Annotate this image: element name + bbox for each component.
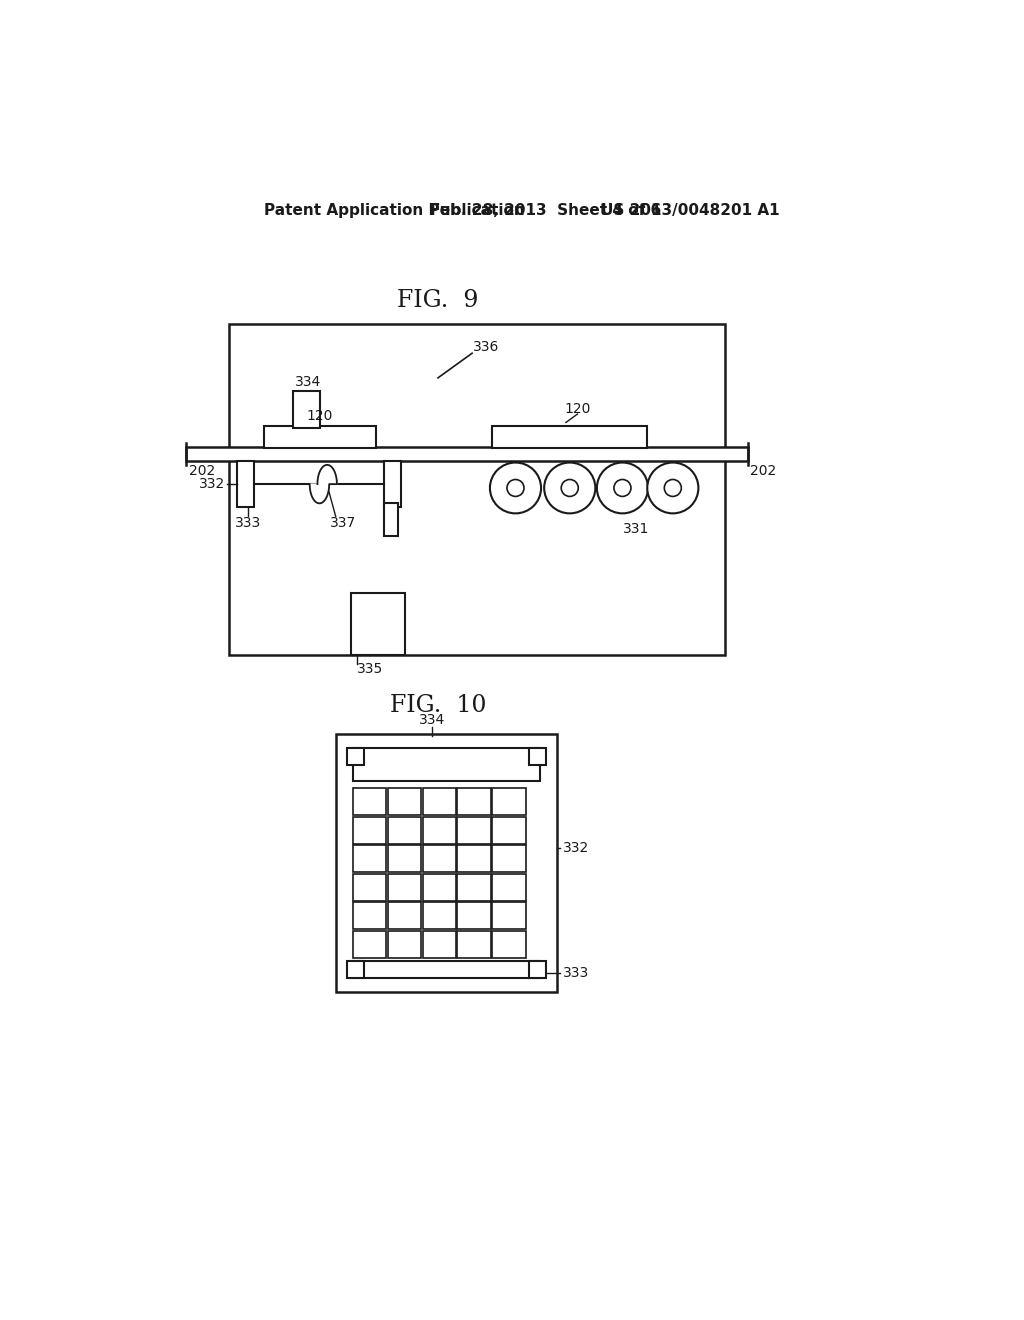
Bar bbox=[346, 748, 364, 766]
Bar bbox=[458, 874, 490, 900]
Bar bbox=[528, 961, 546, 978]
Text: 334: 334 bbox=[295, 375, 321, 388]
Text: 336: 336 bbox=[473, 341, 500, 354]
Bar bbox=[352, 845, 386, 873]
Text: 331: 331 bbox=[623, 521, 649, 536]
Bar bbox=[423, 903, 456, 929]
Circle shape bbox=[647, 462, 698, 513]
Bar bbox=[388, 874, 421, 900]
Bar bbox=[352, 874, 386, 900]
Bar bbox=[263, 426, 376, 447]
Text: 202: 202 bbox=[188, 465, 215, 478]
Circle shape bbox=[614, 479, 631, 496]
Text: 335: 335 bbox=[356, 661, 383, 676]
Bar bbox=[388, 845, 421, 873]
Bar bbox=[352, 903, 386, 929]
Bar bbox=[458, 845, 490, 873]
Bar bbox=[352, 817, 386, 843]
Text: 333: 333 bbox=[234, 516, 261, 529]
Bar bbox=[352, 748, 540, 780]
Bar bbox=[384, 461, 400, 507]
Bar bbox=[493, 788, 525, 816]
Bar bbox=[458, 903, 490, 929]
Bar bbox=[293, 391, 321, 428]
Bar bbox=[423, 874, 456, 900]
Bar bbox=[352, 961, 540, 978]
Bar bbox=[237, 461, 254, 507]
Text: FIG.  9: FIG. 9 bbox=[397, 289, 479, 313]
Bar bbox=[186, 447, 748, 461]
Text: 332: 332 bbox=[563, 841, 589, 854]
Bar bbox=[493, 426, 647, 447]
Bar bbox=[458, 817, 490, 843]
Text: 334: 334 bbox=[419, 714, 444, 727]
Text: 337: 337 bbox=[331, 516, 356, 529]
Bar bbox=[528, 748, 546, 766]
Bar bbox=[351, 594, 406, 655]
Bar bbox=[493, 931, 525, 958]
Text: Patent Application Publication: Patent Application Publication bbox=[263, 203, 524, 218]
Bar bbox=[346, 961, 364, 978]
Bar bbox=[384, 503, 397, 536]
Text: 120: 120 bbox=[306, 409, 333, 422]
Bar bbox=[423, 817, 456, 843]
Bar bbox=[423, 931, 456, 958]
Circle shape bbox=[489, 462, 541, 513]
Bar bbox=[388, 931, 421, 958]
Bar bbox=[423, 788, 456, 816]
Bar bbox=[423, 845, 456, 873]
Bar bbox=[493, 845, 525, 873]
Text: 120: 120 bbox=[564, 403, 591, 416]
Text: 332: 332 bbox=[199, 477, 225, 491]
Circle shape bbox=[544, 462, 595, 513]
Text: 202: 202 bbox=[751, 465, 776, 478]
Bar bbox=[352, 931, 386, 958]
Circle shape bbox=[597, 462, 648, 513]
Bar bbox=[493, 817, 525, 843]
Bar bbox=[493, 874, 525, 900]
Bar bbox=[336, 734, 557, 993]
Text: US 2013/0048201 A1: US 2013/0048201 A1 bbox=[601, 203, 779, 218]
Circle shape bbox=[561, 479, 579, 496]
Text: 333: 333 bbox=[563, 966, 589, 979]
Bar bbox=[458, 931, 490, 958]
Bar bbox=[388, 903, 421, 929]
Bar bbox=[352, 788, 386, 816]
Bar bbox=[493, 903, 525, 929]
Bar bbox=[228, 323, 725, 655]
Bar bbox=[388, 817, 421, 843]
Circle shape bbox=[507, 479, 524, 496]
Polygon shape bbox=[309, 465, 337, 503]
Text: Feb. 28, 2013  Sheet 4 of 6: Feb. 28, 2013 Sheet 4 of 6 bbox=[430, 203, 662, 218]
Circle shape bbox=[665, 479, 681, 496]
Bar bbox=[458, 788, 490, 816]
Text: FIG.  10: FIG. 10 bbox=[390, 693, 486, 717]
Bar bbox=[388, 788, 421, 816]
